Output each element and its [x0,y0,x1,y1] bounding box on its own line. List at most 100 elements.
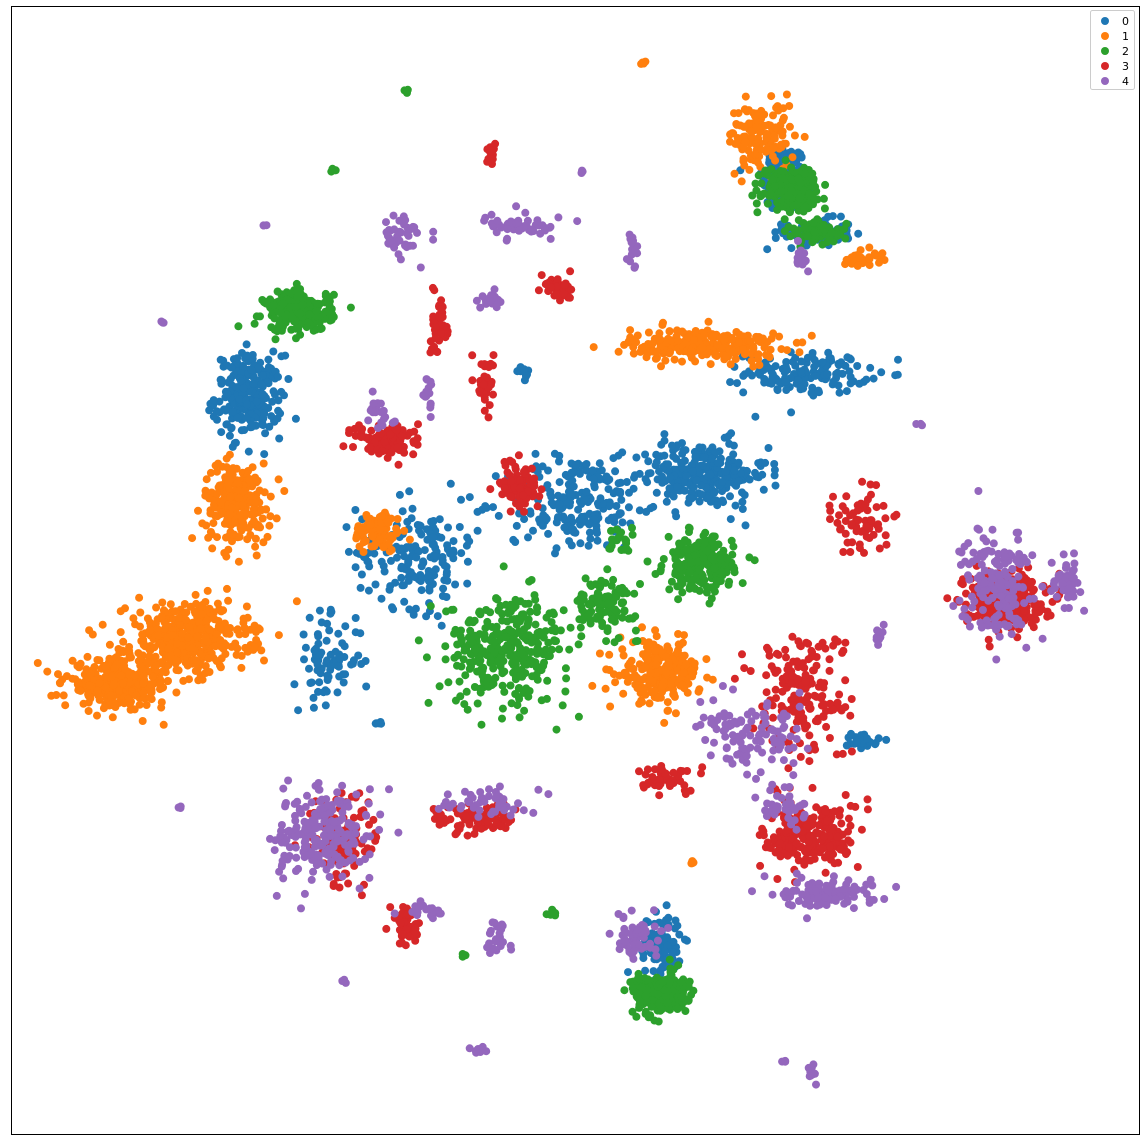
point [408,504,417,513]
point [720,335,729,344]
point [581,574,590,583]
point [663,987,672,996]
point [568,525,577,534]
point [299,630,308,639]
point [227,503,236,512]
point [664,706,673,715]
point [595,649,604,658]
point [221,406,230,414]
point [836,230,845,239]
point [139,679,148,688]
point [217,428,226,437]
point [305,613,314,622]
point [252,312,261,321]
point [781,378,790,386]
point [532,608,541,617]
point [438,553,447,561]
point [139,689,148,698]
point [551,909,560,918]
point [462,687,471,696]
point [397,573,406,582]
point [567,285,576,294]
point [515,713,524,722]
point [618,583,627,592]
point [602,665,611,674]
point [549,501,558,510]
point [644,328,653,337]
point [494,606,503,615]
point [771,234,780,242]
point [819,194,828,203]
point [250,643,259,652]
point [346,303,355,312]
point [405,487,414,496]
point [489,503,497,512]
point [853,261,862,270]
point [749,344,758,353]
point [559,606,568,615]
point [739,345,747,353]
point [438,313,447,321]
point [441,655,450,664]
point [136,608,145,617]
point [252,636,261,644]
point [637,59,646,68]
point [463,579,472,588]
point [687,346,696,355]
series-1 [33,57,889,868]
point [325,301,334,310]
point [558,701,567,710]
point [151,652,160,661]
point [489,390,497,399]
point [601,684,610,693]
point [618,598,626,607]
point [194,506,202,515]
point [413,521,422,529]
point [524,533,532,542]
point [213,489,222,498]
point [215,408,224,417]
point [364,586,373,595]
point [258,371,267,380]
point [486,656,495,665]
point [403,87,412,96]
point [524,692,533,701]
point [642,998,651,1007]
point [787,175,796,184]
point [309,693,318,702]
point [777,187,786,196]
point [787,408,796,417]
point [611,467,620,476]
point [95,695,104,704]
point [479,380,488,389]
point [437,533,446,542]
point [769,329,778,338]
point [652,347,661,356]
point [269,347,278,356]
point [666,964,675,973]
point [157,612,166,621]
point [525,577,534,586]
point [394,460,403,469]
point [491,139,500,148]
point [266,512,275,521]
point [818,222,827,231]
point [206,468,215,477]
point [217,376,226,385]
point [306,679,315,687]
point [667,680,675,689]
point [442,570,451,579]
point [101,662,110,671]
point [556,626,565,635]
point [191,590,200,599]
point [422,653,431,662]
point [414,636,423,645]
point [150,643,159,652]
point [429,533,438,542]
point [790,131,799,140]
point [449,537,458,546]
point [728,335,737,344]
point [209,519,218,528]
point [649,967,658,976]
